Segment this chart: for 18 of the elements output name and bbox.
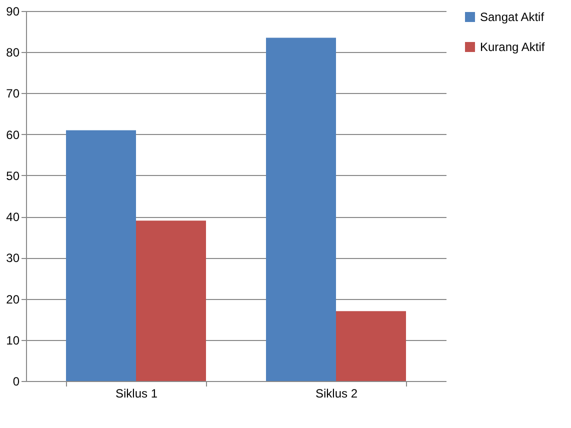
y-tick-label: 70: [6, 86, 20, 101]
y-tick-label: 40: [6, 210, 20, 224]
bar: [66, 130, 136, 381]
y-tick-label: 10: [6, 333, 20, 348]
y-tick-label: 0: [12, 374, 20, 388]
legend-label: Sangat Aktif: [480, 10, 545, 24]
legend-label: Kurang Aktif: [480, 40, 546, 54]
x-tick-label: Siklus 1: [115, 386, 158, 400]
y-tick-label: 80: [6, 46, 20, 60]
y-tick-label: 90: [6, 4, 20, 18]
x-tick-label: Siklus 2: [315, 386, 358, 400]
bar: [266, 38, 336, 381]
y-tick-label: 30: [6, 251, 20, 266]
y-tick-label: 60: [6, 128, 20, 142]
bar: [336, 311, 406, 381]
y-tick-label: 50: [6, 168, 20, 183]
y-tick-label: 20: [6, 292, 20, 306]
bar: [136, 220, 206, 381]
